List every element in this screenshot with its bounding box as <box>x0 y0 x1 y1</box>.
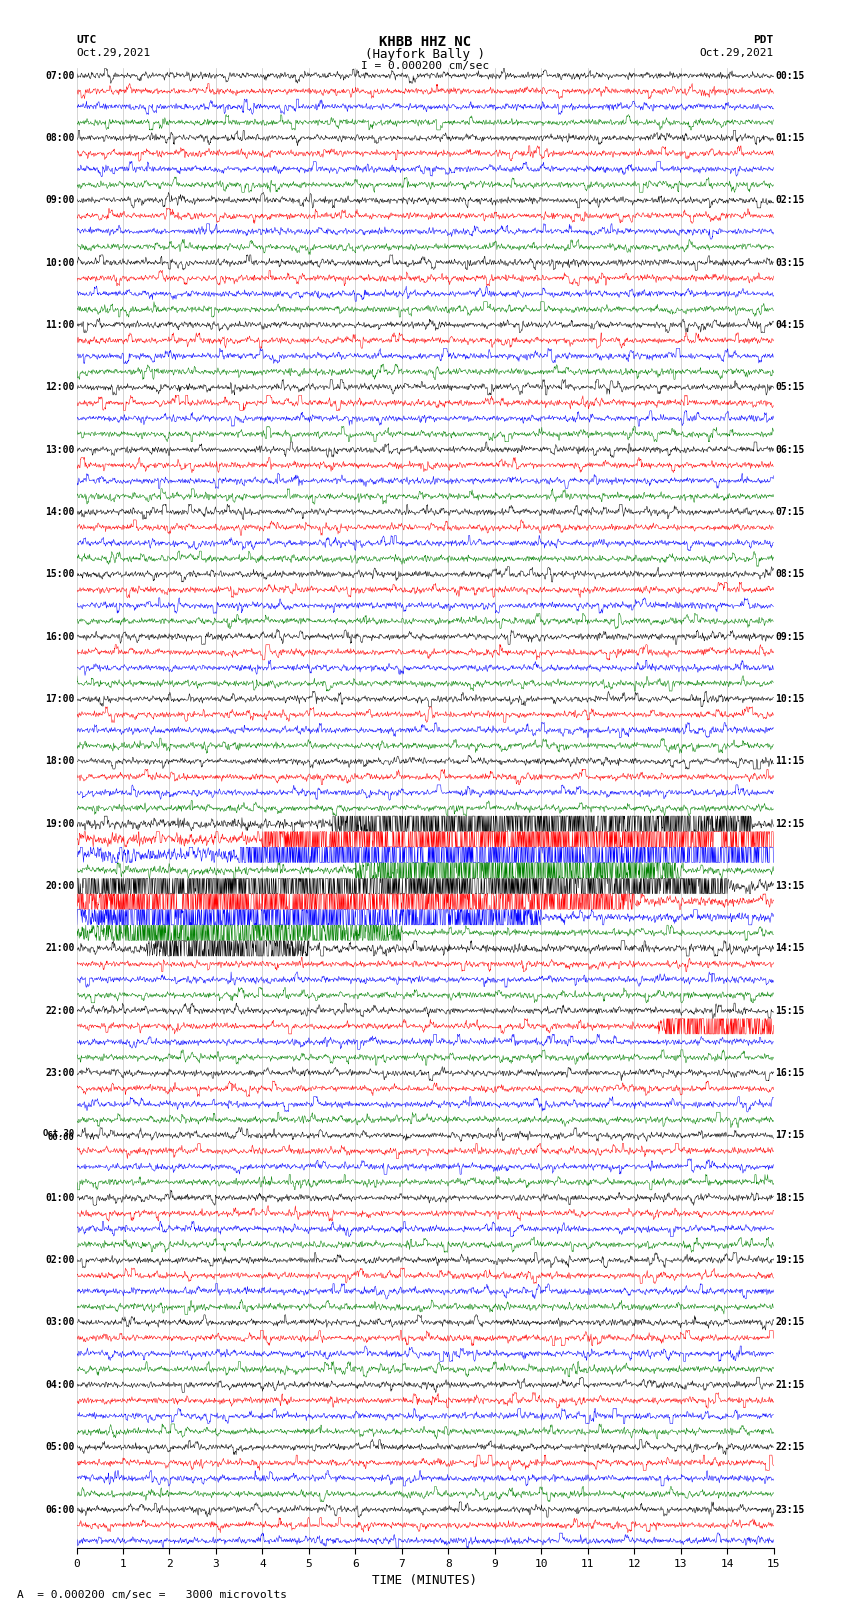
Text: 03:00: 03:00 <box>45 1318 75 1327</box>
Text: 05:15: 05:15 <box>775 382 805 392</box>
Text: 11:00: 11:00 <box>45 319 75 331</box>
Text: 10:15: 10:15 <box>775 694 805 703</box>
Text: 20:00: 20:00 <box>45 881 75 890</box>
Text: 05:00: 05:00 <box>45 1442 75 1452</box>
Text: 20:15: 20:15 <box>775 1318 805 1327</box>
Text: 06:00: 06:00 <box>45 1505 75 1515</box>
Text: 13:15: 13:15 <box>775 881 805 890</box>
Text: 21:00: 21:00 <box>45 944 75 953</box>
Text: 03:15: 03:15 <box>775 258 805 268</box>
Text: 16:00: 16:00 <box>45 632 75 642</box>
Text: 07:00: 07:00 <box>45 71 75 81</box>
Text: Oct.29,2021: Oct.29,2021 <box>76 48 150 58</box>
X-axis label: TIME (MINUTES): TIME (MINUTES) <box>372 1574 478 1587</box>
Text: 07:15: 07:15 <box>775 506 805 516</box>
Text: Oct.29,2021: Oct.29,2021 <box>700 48 774 58</box>
Text: UTC: UTC <box>76 35 97 45</box>
Text: 17:00: 17:00 <box>45 694 75 703</box>
Text: 09:15: 09:15 <box>775 632 805 642</box>
Text: 04:15: 04:15 <box>775 319 805 331</box>
Text: Oct.30: Oct.30 <box>42 1129 75 1137</box>
Text: 08:15: 08:15 <box>775 569 805 579</box>
Text: I = 0.000200 cm/sec: I = 0.000200 cm/sec <box>361 61 489 71</box>
Text: 14:00: 14:00 <box>45 506 75 516</box>
Text: (Hayfork Bally ): (Hayfork Bally ) <box>365 48 485 61</box>
Text: 16:15: 16:15 <box>775 1068 805 1077</box>
Text: 19:00: 19:00 <box>45 819 75 829</box>
Text: 18:15: 18:15 <box>775 1192 805 1203</box>
Text: 23:00: 23:00 <box>45 1068 75 1077</box>
Text: 12:15: 12:15 <box>775 819 805 829</box>
Text: 02:00: 02:00 <box>45 1255 75 1265</box>
Text: 14:15: 14:15 <box>775 944 805 953</box>
Text: 04:00: 04:00 <box>45 1379 75 1390</box>
Text: 01:00: 01:00 <box>45 1192 75 1203</box>
Text: 08:00: 08:00 <box>45 132 75 144</box>
Text: 22:00: 22:00 <box>45 1007 75 1016</box>
Text: 15:00: 15:00 <box>45 569 75 579</box>
Text: 00:00: 00:00 <box>48 1134 75 1142</box>
Text: 11:15: 11:15 <box>775 756 805 766</box>
Text: 00:15: 00:15 <box>775 71 805 81</box>
Text: 09:00: 09:00 <box>45 195 75 205</box>
Text: 01:15: 01:15 <box>775 132 805 144</box>
Text: PDT: PDT <box>753 35 774 45</box>
Text: 19:15: 19:15 <box>775 1255 805 1265</box>
Text: 21:15: 21:15 <box>775 1379 805 1390</box>
Text: 06:15: 06:15 <box>775 445 805 455</box>
Text: 02:15: 02:15 <box>775 195 805 205</box>
Text: 15:15: 15:15 <box>775 1007 805 1016</box>
Text: A  = 0.000200 cm/sec =   3000 microvolts: A = 0.000200 cm/sec = 3000 microvolts <box>17 1590 287 1600</box>
Text: 23:15: 23:15 <box>775 1505 805 1515</box>
Text: 12:00: 12:00 <box>45 382 75 392</box>
Text: 10:00: 10:00 <box>45 258 75 268</box>
Text: KHBB HHZ NC: KHBB HHZ NC <box>379 35 471 50</box>
Text: 18:00: 18:00 <box>45 756 75 766</box>
Text: 13:00: 13:00 <box>45 445 75 455</box>
Text: 22:15: 22:15 <box>775 1442 805 1452</box>
Text: 17:15: 17:15 <box>775 1131 805 1140</box>
